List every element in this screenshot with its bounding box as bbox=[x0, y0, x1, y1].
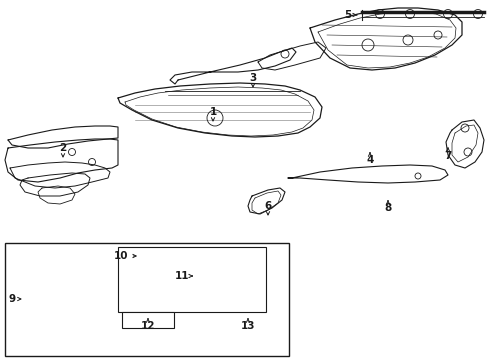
Text: 1: 1 bbox=[209, 107, 216, 117]
Text: 9: 9 bbox=[8, 294, 16, 304]
Text: 7: 7 bbox=[444, 151, 451, 161]
Text: 3: 3 bbox=[249, 73, 256, 83]
Text: 11: 11 bbox=[174, 271, 189, 281]
Bar bbox=[122, 312, 174, 328]
Text: 6: 6 bbox=[264, 201, 271, 211]
Text: 8: 8 bbox=[384, 203, 391, 213]
Text: 4: 4 bbox=[366, 155, 373, 165]
Text: 12: 12 bbox=[141, 321, 155, 331]
Text: 10: 10 bbox=[114, 251, 128, 261]
Bar bbox=[118, 247, 265, 312]
Bar bbox=[5, 243, 288, 356]
Text: 5: 5 bbox=[344, 10, 351, 20]
Text: 2: 2 bbox=[59, 143, 66, 153]
Text: 13: 13 bbox=[240, 321, 255, 331]
